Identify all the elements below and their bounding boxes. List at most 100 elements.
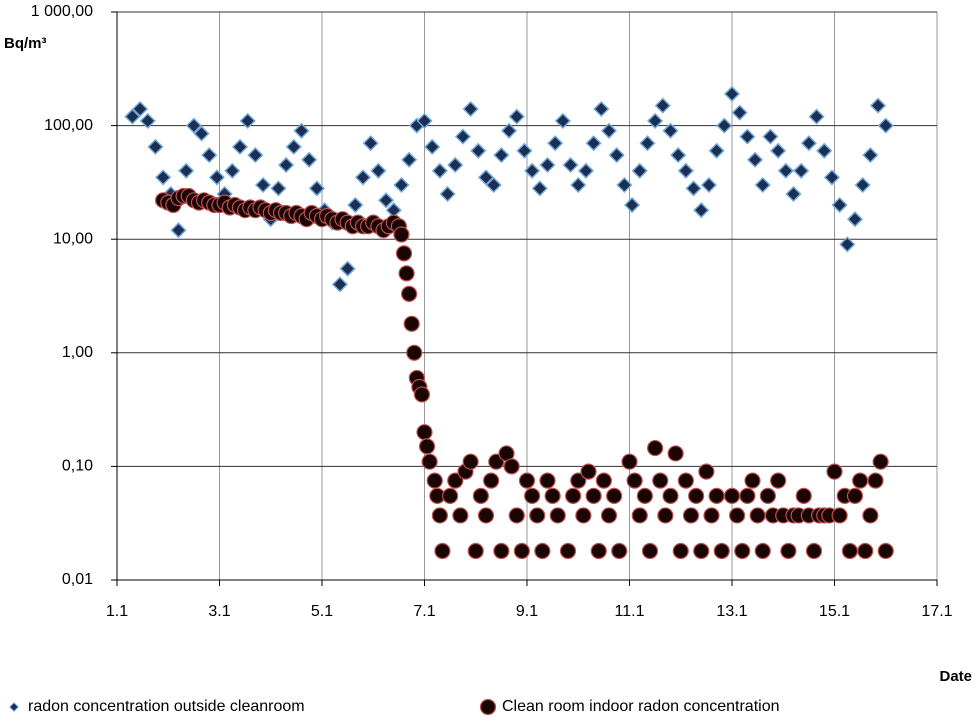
data-point bbox=[524, 162, 541, 179]
data-point bbox=[693, 542, 710, 560]
data-point bbox=[739, 128, 756, 145]
data-point bbox=[239, 112, 256, 129]
data-point bbox=[716, 117, 733, 134]
data-point bbox=[862, 147, 879, 164]
data-point bbox=[852, 472, 869, 489]
x-tick-label: 7.1 bbox=[413, 603, 435, 620]
data-point bbox=[139, 112, 156, 129]
data-point bbox=[442, 487, 459, 504]
data-point bbox=[431, 162, 448, 179]
data-point bbox=[513, 542, 530, 560]
data-point bbox=[626, 472, 643, 489]
data-point bbox=[132, 100, 149, 118]
data-point bbox=[531, 180, 548, 197]
data-point bbox=[421, 453, 438, 470]
data-point bbox=[406, 344, 423, 361]
data-point bbox=[677, 162, 694, 179]
data-point bbox=[593, 100, 610, 118]
data-point bbox=[362, 135, 379, 152]
data-point bbox=[831, 507, 848, 524]
data-point bbox=[867, 472, 884, 489]
data-point bbox=[672, 542, 689, 560]
data-point bbox=[785, 185, 802, 203]
data-point bbox=[431, 507, 448, 524]
data-point bbox=[595, 472, 612, 489]
legend-marker bbox=[479, 698, 497, 716]
data-point bbox=[416, 112, 433, 129]
data-point bbox=[539, 472, 556, 489]
data-point bbox=[518, 472, 536, 489]
data-point bbox=[747, 151, 764, 168]
data-point bbox=[549, 507, 566, 524]
data-point bbox=[570, 472, 587, 489]
data-point bbox=[331, 276, 348, 293]
data-point bbox=[831, 196, 848, 214]
y-tick-label: 10,00 bbox=[53, 230, 93, 247]
y-tick-label: 0,10 bbox=[62, 458, 93, 475]
data-point bbox=[729, 507, 746, 524]
data-point bbox=[870, 97, 887, 114]
data-point bbox=[872, 453, 889, 470]
data-point bbox=[347, 196, 364, 214]
data-point bbox=[700, 176, 717, 194]
data-point bbox=[621, 453, 638, 470]
data-point bbox=[677, 472, 694, 489]
data-point bbox=[685, 180, 702, 197]
data-point bbox=[524, 487, 541, 504]
data-point bbox=[559, 542, 577, 560]
data-point bbox=[155, 169, 172, 186]
data-point bbox=[585, 487, 602, 504]
data-point bbox=[447, 156, 464, 174]
y-tick-label: 100,00 bbox=[44, 117, 93, 134]
data-point bbox=[398, 265, 415, 282]
data-point bbox=[734, 542, 751, 560]
x-tick-label: 15.1 bbox=[819, 603, 850, 620]
data-point bbox=[403, 315, 420, 332]
data-point bbox=[413, 386, 431, 403]
data-point bbox=[647, 439, 664, 457]
data-point bbox=[816, 142, 833, 159]
data-point bbox=[841, 542, 858, 560]
data-point bbox=[570, 176, 587, 194]
data-point bbox=[600, 122, 618, 139]
data-point bbox=[731, 104, 748, 121]
data-point bbox=[759, 487, 776, 504]
data-point bbox=[639, 135, 656, 152]
x-tick-label: 9.1 bbox=[516, 603, 538, 620]
data-point bbox=[393, 226, 410, 243]
y-tick-label: 1 000,00 bbox=[31, 3, 93, 20]
data-point bbox=[770, 142, 787, 159]
data-point bbox=[483, 472, 500, 489]
data-point bbox=[308, 180, 325, 197]
data-point bbox=[293, 122, 310, 139]
data-point bbox=[606, 487, 623, 504]
data-point bbox=[462, 100, 479, 118]
data-point bbox=[580, 463, 597, 480]
data-point bbox=[624, 196, 641, 214]
data-point bbox=[477, 169, 495, 186]
data-point bbox=[854, 176, 871, 194]
data-point bbox=[698, 463, 715, 480]
data-point bbox=[795, 487, 812, 504]
data-point bbox=[416, 424, 433, 441]
data-point bbox=[631, 162, 648, 179]
data-point bbox=[723, 487, 741, 504]
legend-label: radon concentration outside cleanroom bbox=[28, 698, 305, 715]
data-point bbox=[662, 487, 679, 504]
data-point bbox=[477, 507, 495, 524]
legend-marker bbox=[9, 702, 19, 712]
data-point bbox=[708, 142, 725, 159]
data-point bbox=[493, 542, 510, 560]
data-point bbox=[703, 507, 720, 524]
data-point bbox=[178, 162, 195, 179]
data-point bbox=[539, 156, 556, 174]
data-point bbox=[839, 236, 856, 253]
data-point bbox=[590, 542, 607, 560]
y-tick-label: 0,01 bbox=[62, 571, 93, 588]
data-point bbox=[793, 162, 810, 179]
data-point bbox=[805, 542, 823, 560]
data-point bbox=[485, 176, 502, 194]
data-point bbox=[749, 507, 766, 524]
data-point bbox=[600, 507, 618, 524]
